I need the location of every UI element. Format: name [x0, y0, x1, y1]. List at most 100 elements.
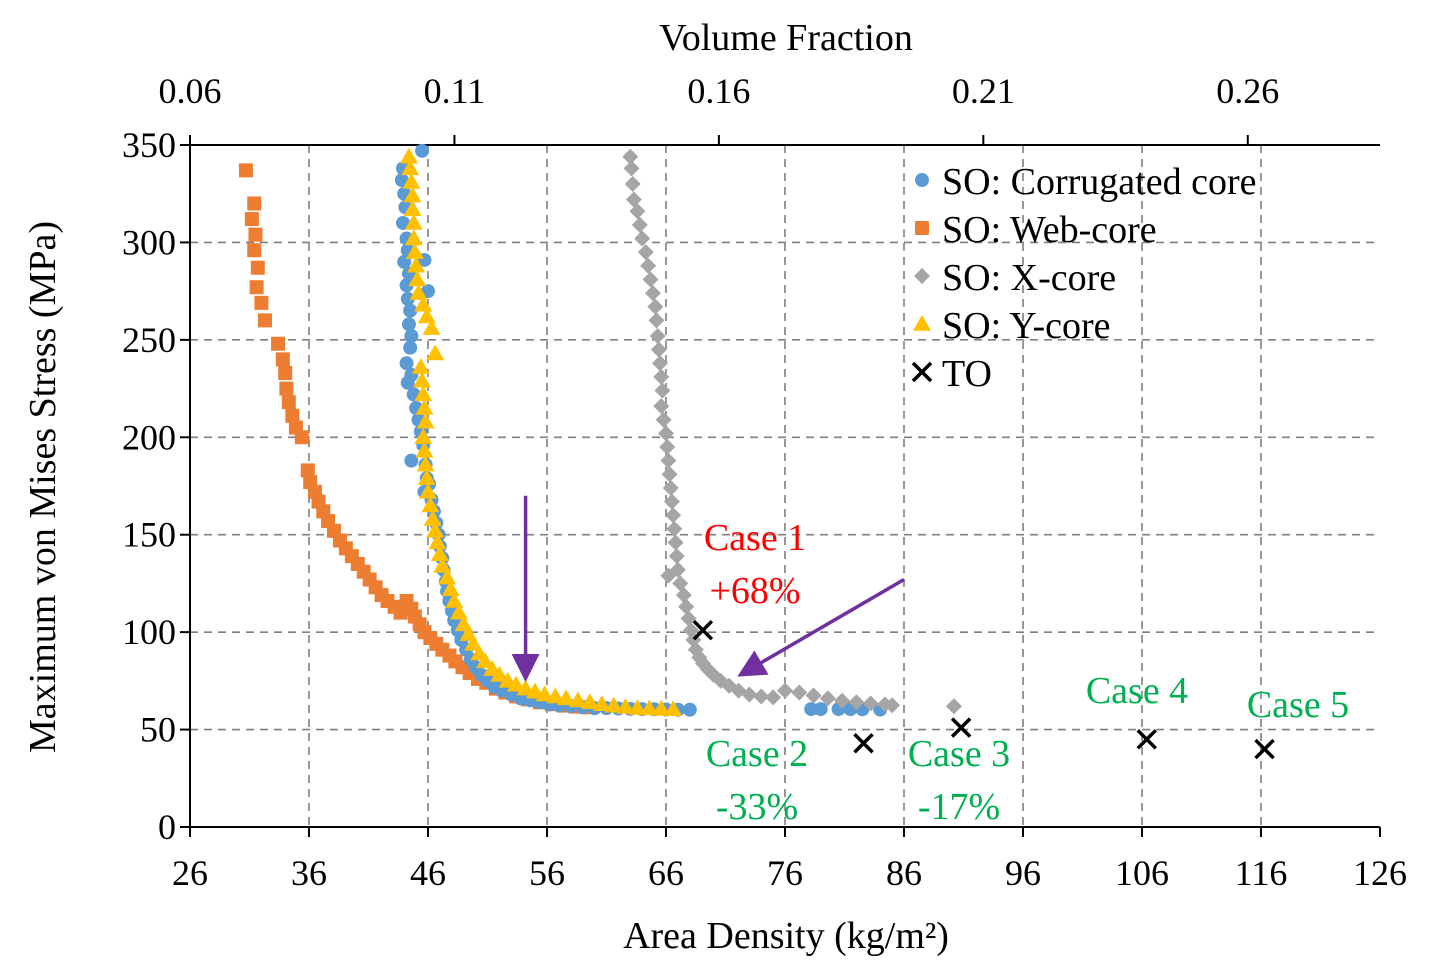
legend-marker: [913, 315, 931, 331]
y-core-point: [640, 699, 659, 716]
x-core-point: [662, 479, 679, 496]
x-core-point: [848, 694, 865, 711]
web-core-point: [247, 196, 262, 211]
corrugated-core-point: [403, 340, 418, 355]
legend-label: SO: Corrugated core: [942, 161, 1256, 203]
x-core-point: [805, 687, 822, 704]
x-core-point: [653, 398, 670, 415]
y-core-point: [507, 675, 526, 692]
web-core-point: [294, 430, 309, 445]
y-tick-label: 0: [158, 807, 176, 847]
y-core-point: [428, 533, 447, 550]
x-core-point: [791, 684, 808, 701]
x-core-point: [640, 257, 657, 274]
x2-tick-label: 0.11: [424, 71, 486, 111]
legend-label: SO: Y-core: [942, 305, 1111, 347]
corrugated-core-point: [399, 278, 414, 293]
x-core-point: [661, 466, 678, 483]
x-core-point: [642, 271, 659, 288]
y-core-point: [407, 256, 426, 273]
corrugated-core-point: [399, 356, 414, 371]
x-core-point: [667, 534, 684, 551]
to-point: [692, 619, 714, 641]
corrugated-core-point: [404, 453, 419, 468]
y-tick-label: 200: [122, 417, 176, 457]
x-core-point: [660, 452, 677, 469]
y-core-point: [417, 469, 436, 485]
x-core-point: [644, 285, 661, 302]
y-core-point: [426, 344, 445, 361]
x-tick-label: 76: [767, 853, 803, 893]
x-core-point: [631, 216, 648, 233]
corrugated-core-point: [813, 702, 828, 717]
x-core-point: [652, 355, 669, 372]
x-core-point: [945, 698, 962, 715]
x-tick-label: 96: [1005, 853, 1041, 893]
y-core-point: [557, 689, 576, 706]
x-axis-title: Area Density (kg/m²): [623, 915, 949, 957]
x2-axis-title: Volume Fraction: [659, 17, 913, 59]
legend-label: SO: Web-core: [942, 209, 1157, 251]
web-core-point: [279, 381, 294, 396]
legend-label: SO: X-core: [942, 257, 1116, 299]
y-core-point: [433, 556, 452, 573]
corrugated-core-point: [682, 702, 697, 717]
corrugated-core-point: [415, 143, 430, 158]
x-core-point: [623, 160, 640, 177]
y-core-point: [568, 691, 587, 708]
corrugated-core-point: [400, 375, 415, 390]
web-core-point: [300, 463, 315, 478]
y-core-point: [405, 243, 424, 259]
x-core-point: [637, 244, 654, 261]
y-core-point: [414, 385, 433, 402]
legend-marker: [911, 361, 933, 383]
y-core-point: [416, 412, 435, 429]
y-core-point: [445, 591, 464, 608]
y-tick-label: 300: [122, 222, 176, 262]
y-core-point: [592, 695, 611, 711]
x-core-point: [629, 203, 646, 220]
web-core-point: [271, 336, 286, 351]
x-core-point: [672, 575, 689, 592]
y-tick-label: 100: [122, 612, 176, 652]
to-point-stroke: [950, 717, 972, 738]
x-core-point: [658, 425, 674, 442]
x-tick-label: 86: [886, 853, 922, 893]
x2-tick-label: 0.26: [1216, 71, 1279, 111]
x-core-point: [647, 298, 664, 315]
case-change-label: +68%: [709, 570, 800, 612]
y-core-point: [426, 521, 445, 538]
tick-labels: 26 36 46 56 66 76 86 96 106 116 126 0 50 100 150 200 250…: [122, 71, 1407, 893]
legend-marker-stroke: [911, 361, 933, 383]
web-core-point: [285, 408, 300, 423]
legend-entry: SO: Corrugated core: [915, 161, 1256, 203]
y-core-point: [490, 666, 509, 682]
y-core-point: [652, 699, 671, 716]
x-core-point: [666, 520, 683, 537]
to-point: [853, 732, 874, 754]
y-core-point: [604, 696, 623, 713]
y-core-point: [438, 568, 457, 585]
y-axis-title: Maximum von Mises Stress (MPa): [22, 221, 64, 753]
y-core-point: [430, 545, 449, 561]
case-label: Case 1: [704, 517, 806, 559]
x-core-point: [655, 411, 672, 428]
x-tick-label: 56: [529, 853, 565, 893]
corrugated-core-point: [403, 303, 418, 318]
x-core-point: [765, 689, 782, 706]
y-core-point: [476, 652, 495, 669]
legend-entry: TO: [911, 353, 992, 395]
x-core-point: [753, 688, 770, 705]
web-core-point: [393, 605, 408, 620]
legend-label: TO: [942, 353, 992, 395]
y-core-point: [580, 693, 599, 710]
y-core-point: [628, 699, 647, 715]
x-tick-label: 36: [291, 853, 327, 893]
y-core-point: [535, 685, 554, 702]
y-core-point: [415, 441, 434, 458]
x-core-point: [654, 382, 671, 399]
x-core-point: [741, 686, 758, 703]
y-core-point: [417, 307, 436, 324]
legend-entry: SO: X-core: [914, 257, 1116, 299]
